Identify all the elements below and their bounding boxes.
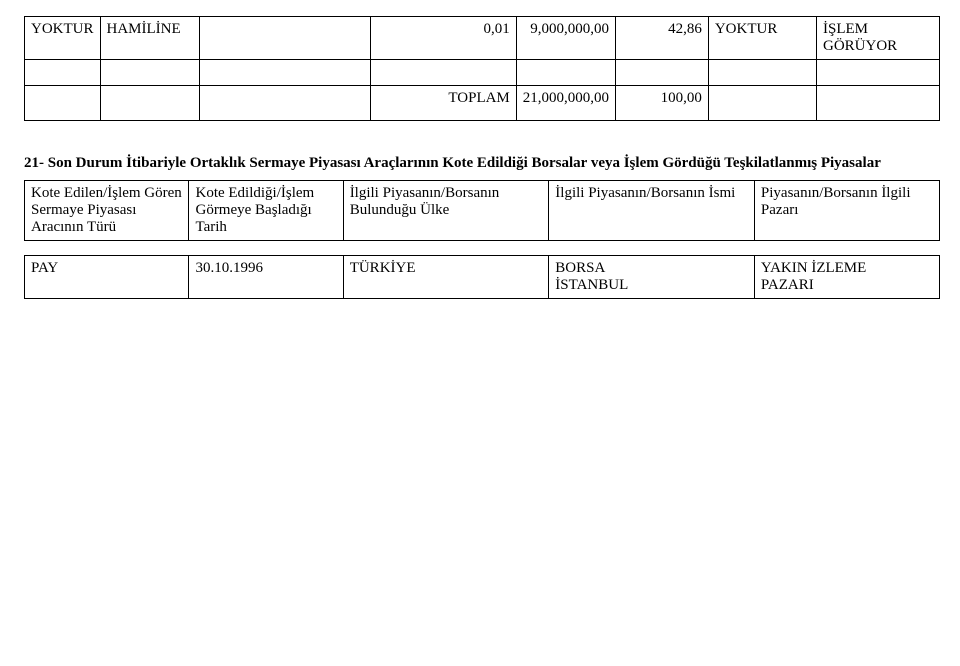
table-row: Kote Edilen/İşlem Gören Sermaye Piyasası… <box>25 181 940 241</box>
cell-empty <box>516 60 615 86</box>
col-header-pazari: Piyasanın/Borsanın İlgili Pazarı <box>754 181 939 241</box>
cell-empty <box>100 86 199 121</box>
cell-istanbul: İSTANBUL <box>555 277 628 293</box>
col-header-kote-edildigi: Kote Edildiği/İşlem Görmeye Başladığı Ta… <box>189 181 343 241</box>
col-header-ulke: İlgili Piyasanın/Borsanın Bulunduğu Ülke <box>343 181 549 241</box>
cell-empty <box>199 60 370 86</box>
cell-empty <box>25 60 101 86</box>
table-row-empty <box>25 60 940 86</box>
cell-pazari: PAZARI <box>761 277 814 293</box>
table-row: YOKTUR HAMİLİNE 0,01 9,000,000,00 42,86 … <box>25 17 940 60</box>
page: YOKTUR HAMİLİNE 0,01 9,000,000,00 42,86 … <box>0 0 960 319</box>
cell-9m: 9,000,000,00 <box>516 17 615 60</box>
cell-country: TÜRKİYE <box>343 256 549 299</box>
col-header-ismi: İlgili Piyasanın/Borsanın İsmi <box>549 181 755 241</box>
cell-empty <box>199 17 370 60</box>
spacer <box>24 241 940 255</box>
cell-hamiline: HAMİLİNE <box>100 17 199 60</box>
cell-yakin-izleme: YAKIN İZLEME <box>761 260 866 276</box>
cell-borsa: BORSA <box>555 260 605 276</box>
cell-empty <box>616 60 709 86</box>
cell-001: 0,01 <box>370 17 516 60</box>
cell-yakin-izleme-pazari: YAKIN İZLEME PAZARI <box>754 256 939 299</box>
cell-toplam-label: TOPLAM <box>370 86 516 121</box>
cell-yoktur-1: YOKTUR <box>25 17 101 60</box>
cell-empty <box>199 86 370 121</box>
cell-100: 100,00 <box>616 86 709 121</box>
cell-empty <box>816 60 939 86</box>
cell-empty <box>708 60 816 86</box>
cell-yoktur-2: YOKTUR <box>708 17 816 60</box>
cell-4286: 42,86 <box>616 17 709 60</box>
cell-islem-goruyor: İŞLEM GÖRÜYOR <box>816 17 939 60</box>
cell-borsa-istanbul: BORSA İSTANBUL <box>549 256 755 299</box>
cell-empty <box>708 86 816 121</box>
cell-empty <box>370 60 516 86</box>
cell-empty <box>816 86 939 121</box>
cell-date: 30.10.1996 <box>189 256 343 299</box>
table-row-toplam: TOPLAM 21,000,000,00 100,00 <box>25 86 940 121</box>
col-header-kote-edilen: Kote Edilen/İşlem Gören Sermaye Piyasası… <box>25 181 189 241</box>
market-data-table: PAY 30.10.1996 TÜRKİYE BORSA İSTANBUL YA… <box>24 255 940 299</box>
shareholder-table: YOKTUR HAMİLİNE 0,01 9,000,000,00 42,86 … <box>24 16 940 121</box>
cell-empty <box>25 86 101 121</box>
table-row: PAY 30.10.1996 TÜRKİYE BORSA İSTANBUL YA… <box>25 256 940 299</box>
section-title-21: 21- Son Durum İtibariyle Ortaklık Sermay… <box>24 155 940 172</box>
cell-goruyor: GÖRÜYOR <box>823 38 897 54</box>
cell-pay: PAY <box>25 256 189 299</box>
market-headers-table: Kote Edilen/İşlem Gören Sermaye Piyasası… <box>24 180 940 241</box>
cell-21m: 21,000,000,00 <box>516 86 615 121</box>
cell-islem: İŞLEM <box>823 21 868 37</box>
cell-empty <box>100 60 199 86</box>
